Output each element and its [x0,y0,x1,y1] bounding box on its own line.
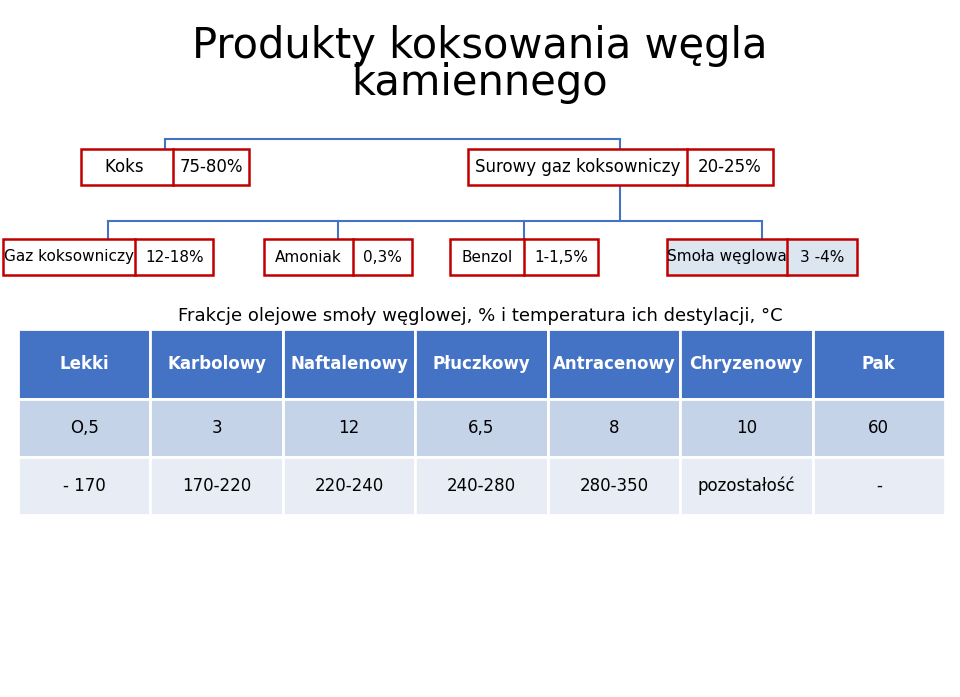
Text: 20-25%: 20-25% [698,158,761,176]
Bar [812,399,945,457]
FancyBboxPatch shape [81,149,249,185]
Text: Koks: Koks [106,158,149,176]
Text: O,5: O,5 [70,419,99,437]
Bar [548,399,680,457]
Text: 3: 3 [211,419,222,437]
Bar [680,457,812,515]
Bar [680,329,812,399]
Text: -: - [876,477,881,495]
Text: Antracenowy: Antracenowy [553,355,675,373]
Text: 280-350: 280-350 [580,477,649,495]
Bar [416,457,548,515]
Text: 12-18%: 12-18% [145,250,204,264]
FancyBboxPatch shape [264,239,412,275]
Bar [151,399,283,457]
Text: Pak: Pak [862,355,896,373]
Text: kamiennego: kamiennego [351,62,609,104]
Text: Smoła węglowa: Smoła węglowa [667,250,787,264]
Text: 10: 10 [735,419,756,437]
Bar [680,399,812,457]
Text: Frakcje olejowe smoły węglowej, % i temperatura ich destylacji, °C: Frakcje olejowe smoły węglowej, % i temp… [178,307,782,325]
Bar [416,329,548,399]
FancyBboxPatch shape [3,239,213,275]
Text: Benzol: Benzol [462,250,513,264]
Text: Naftalenowy: Naftalenowy [290,355,408,373]
Text: 3 -4%: 3 -4% [800,250,844,264]
Text: 8: 8 [609,419,619,437]
Text: Płuczkowy: Płuczkowy [433,355,530,373]
Text: Produkty koksowania węgla: Produkty koksowania węgla [192,25,768,67]
FancyBboxPatch shape [450,239,598,275]
Text: Lekki: Lekki [60,355,109,373]
Bar [151,329,283,399]
Text: pozostałość: pozostałość [698,477,795,496]
Text: Chryzenowy: Chryzenowy [689,355,804,373]
Text: 1-1,5%: 1-1,5% [534,250,588,264]
Text: - 170: - 170 [62,477,106,495]
Text: Surowy gaz koksowniczy: Surowy gaz koksowniczy [474,158,680,176]
Bar [151,457,283,515]
Text: 220-240: 220-240 [315,477,384,495]
Bar [548,457,680,515]
FancyBboxPatch shape [667,239,857,275]
Bar [548,329,680,399]
FancyBboxPatch shape [468,149,773,185]
Text: 6,5: 6,5 [468,419,494,437]
Bar [812,457,945,515]
Bar [18,329,151,399]
Bar [416,399,548,457]
Text: 75-80%: 75-80% [180,158,243,176]
Text: 60: 60 [868,419,889,437]
Text: Karbolowy: Karbolowy [167,355,266,373]
Text: Amoniak: Amoniak [275,250,342,264]
Bar [283,329,416,399]
Text: 240-280: 240-280 [447,477,516,495]
Text: 12: 12 [339,419,360,437]
Bar [812,329,945,399]
Text: 170-220: 170-220 [182,477,252,495]
Text: 0,3%: 0,3% [363,250,402,264]
Text: Gaz koksowniczy: Gaz koksowniczy [4,250,134,264]
Bar [18,457,151,515]
Bar [18,399,151,457]
Bar [283,457,416,515]
Bar [283,399,416,457]
